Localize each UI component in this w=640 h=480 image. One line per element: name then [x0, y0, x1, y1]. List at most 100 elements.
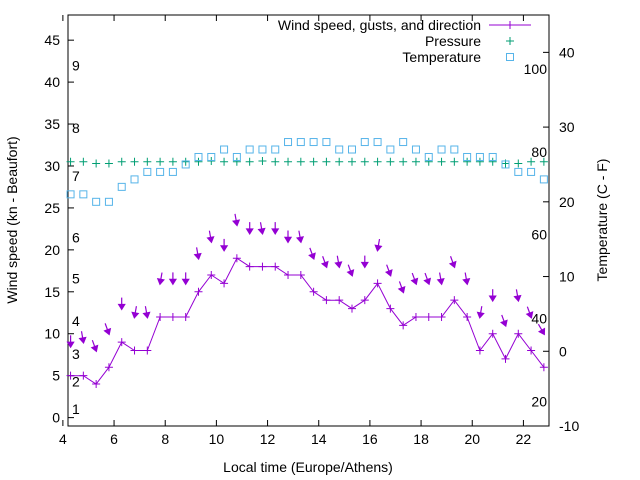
- temperature-point: [181, 160, 190, 169]
- gust-arrow-head: [384, 269, 393, 277]
- beaufort-label: 2: [72, 374, 80, 390]
- series-layer: [66, 138, 548, 389]
- y-tick-label: 20: [44, 242, 60, 258]
- pressure-point: [463, 157, 472, 166]
- gust-arrow-head: [103, 327, 112, 336]
- gust-arrow: [513, 289, 522, 303]
- legend-key-temperature: [506, 53, 514, 61]
- wind-speed-point: [104, 363, 113, 372]
- pressure-point: [450, 157, 459, 166]
- pressure-point: [437, 157, 446, 166]
- beaufort-label: 4: [72, 313, 80, 329]
- temperature-point: [411, 145, 420, 154]
- legend-key-wind: [489, 21, 531, 29]
- temperature-point: [335, 145, 344, 154]
- pressure-point: [373, 157, 382, 166]
- temperature-point: [220, 145, 229, 154]
- gust-arrow: [181, 272, 190, 286]
- gust-arrow: [476, 306, 485, 319]
- gust-arrow: [384, 264, 393, 277]
- gust-arrow: [448, 256, 457, 269]
- pressure-point: [399, 157, 408, 166]
- wind-speed-point: [539, 363, 548, 372]
- pressure-point: [117, 157, 126, 166]
- temperature-point: [66, 190, 75, 199]
- gust-arrow: [334, 255, 343, 269]
- pressure-point: [309, 157, 318, 166]
- legend-label-pressure: Pressure: [425, 33, 481, 49]
- gust-arrow-head: [168, 278, 177, 286]
- temperature-point: [296, 138, 305, 147]
- gust-arrow-head: [374, 244, 383, 252]
- beaufort-label: 5: [72, 270, 80, 286]
- wind-speed-point: [322, 296, 331, 305]
- x-tick-label: 6: [110, 431, 118, 447]
- y2-tick-label: 10: [559, 269, 575, 285]
- temperature-point: [104, 197, 113, 206]
- gust-arrow: [66, 335, 75, 349]
- gust-arrow-head: [410, 277, 419, 286]
- wind-speed-point: [117, 338, 126, 347]
- wind-speed-point: [79, 371, 88, 380]
- pressure-point: [386, 157, 395, 166]
- pressure-point: [168, 157, 177, 166]
- wind-speed-point: [475, 346, 484, 355]
- wind-speed-point: [296, 271, 305, 280]
- gust-arrow: [500, 314, 508, 328]
- gust-arrow: [374, 238, 383, 252]
- gust-arrow-head: [525, 311, 534, 319]
- legend-key-pressure: [506, 37, 514, 45]
- temperature-point: [194, 152, 203, 161]
- beaufort-label: 8: [72, 120, 80, 136]
- gust-arrow-head: [308, 252, 316, 261]
- legend-pressure-marker: [506, 37, 514, 45]
- gust-arrow: [295, 230, 305, 244]
- y-axis-title: Wind speed (kn - Beaufort): [4, 136, 20, 303]
- gust-arrow-head: [320, 260, 329, 269]
- pressure-point: [322, 157, 331, 166]
- gust-arrow-head: [245, 228, 254, 236]
- gust-arrow: [232, 213, 241, 227]
- gust-arrow: [257, 222, 266, 236]
- pressure-point: [296, 157, 305, 166]
- pressure-point: [488, 157, 497, 166]
- temperature-point: [424, 152, 433, 161]
- wind-speed-point: [232, 254, 241, 263]
- gust-arrow: [168, 272, 177, 286]
- wind-speed-point: [207, 271, 216, 280]
- wind-speed-point: [360, 296, 369, 305]
- gust-arrow: [271, 222, 280, 236]
- gust-arrow-head: [295, 236, 305, 244]
- legend: Wind speed, gusts, and direction Pressur…: [278, 17, 531, 65]
- gust-arrow: [462, 272, 471, 286]
- wind-speed-line: [70, 257, 545, 385]
- fahrenheit-label: 80: [531, 144, 547, 160]
- wind-speed-point: [373, 279, 382, 288]
- gust-arrow-head: [283, 236, 293, 244]
- temperature-point: [463, 152, 472, 161]
- temperature-point: [514, 167, 523, 176]
- wind-speed-point: [450, 296, 459, 305]
- gust-arrow-head: [397, 285, 406, 294]
- y-tick-label: 10: [44, 326, 60, 342]
- temperature-point: [245, 145, 254, 154]
- gust-arrow: [423, 272, 432, 286]
- x-axis-title: Local time (Europe/Athens): [223, 459, 393, 475]
- wind-speed-point: [156, 312, 165, 321]
- beaufort-label: 7: [72, 168, 80, 184]
- temperature-point: [271, 145, 280, 154]
- pressure-point: [232, 157, 241, 166]
- gust-arrow-head: [206, 236, 215, 244]
- y-tick-label: 5: [52, 368, 60, 384]
- gust-arrow: [525, 306, 534, 319]
- pressure-point: [539, 157, 548, 166]
- gust-arrow-head: [193, 252, 202, 261]
- wind-speed-point: [488, 329, 497, 338]
- temperature-point: [488, 152, 497, 161]
- temperature-point: [258, 145, 267, 154]
- temperature-point: [475, 152, 484, 161]
- wind-speed-point: [92, 380, 101, 389]
- gust-arrow-head: [488, 295, 497, 303]
- y2-axis-title: Temperature (C - F): [594, 159, 610, 282]
- gust-arrow-head: [423, 277, 432, 286]
